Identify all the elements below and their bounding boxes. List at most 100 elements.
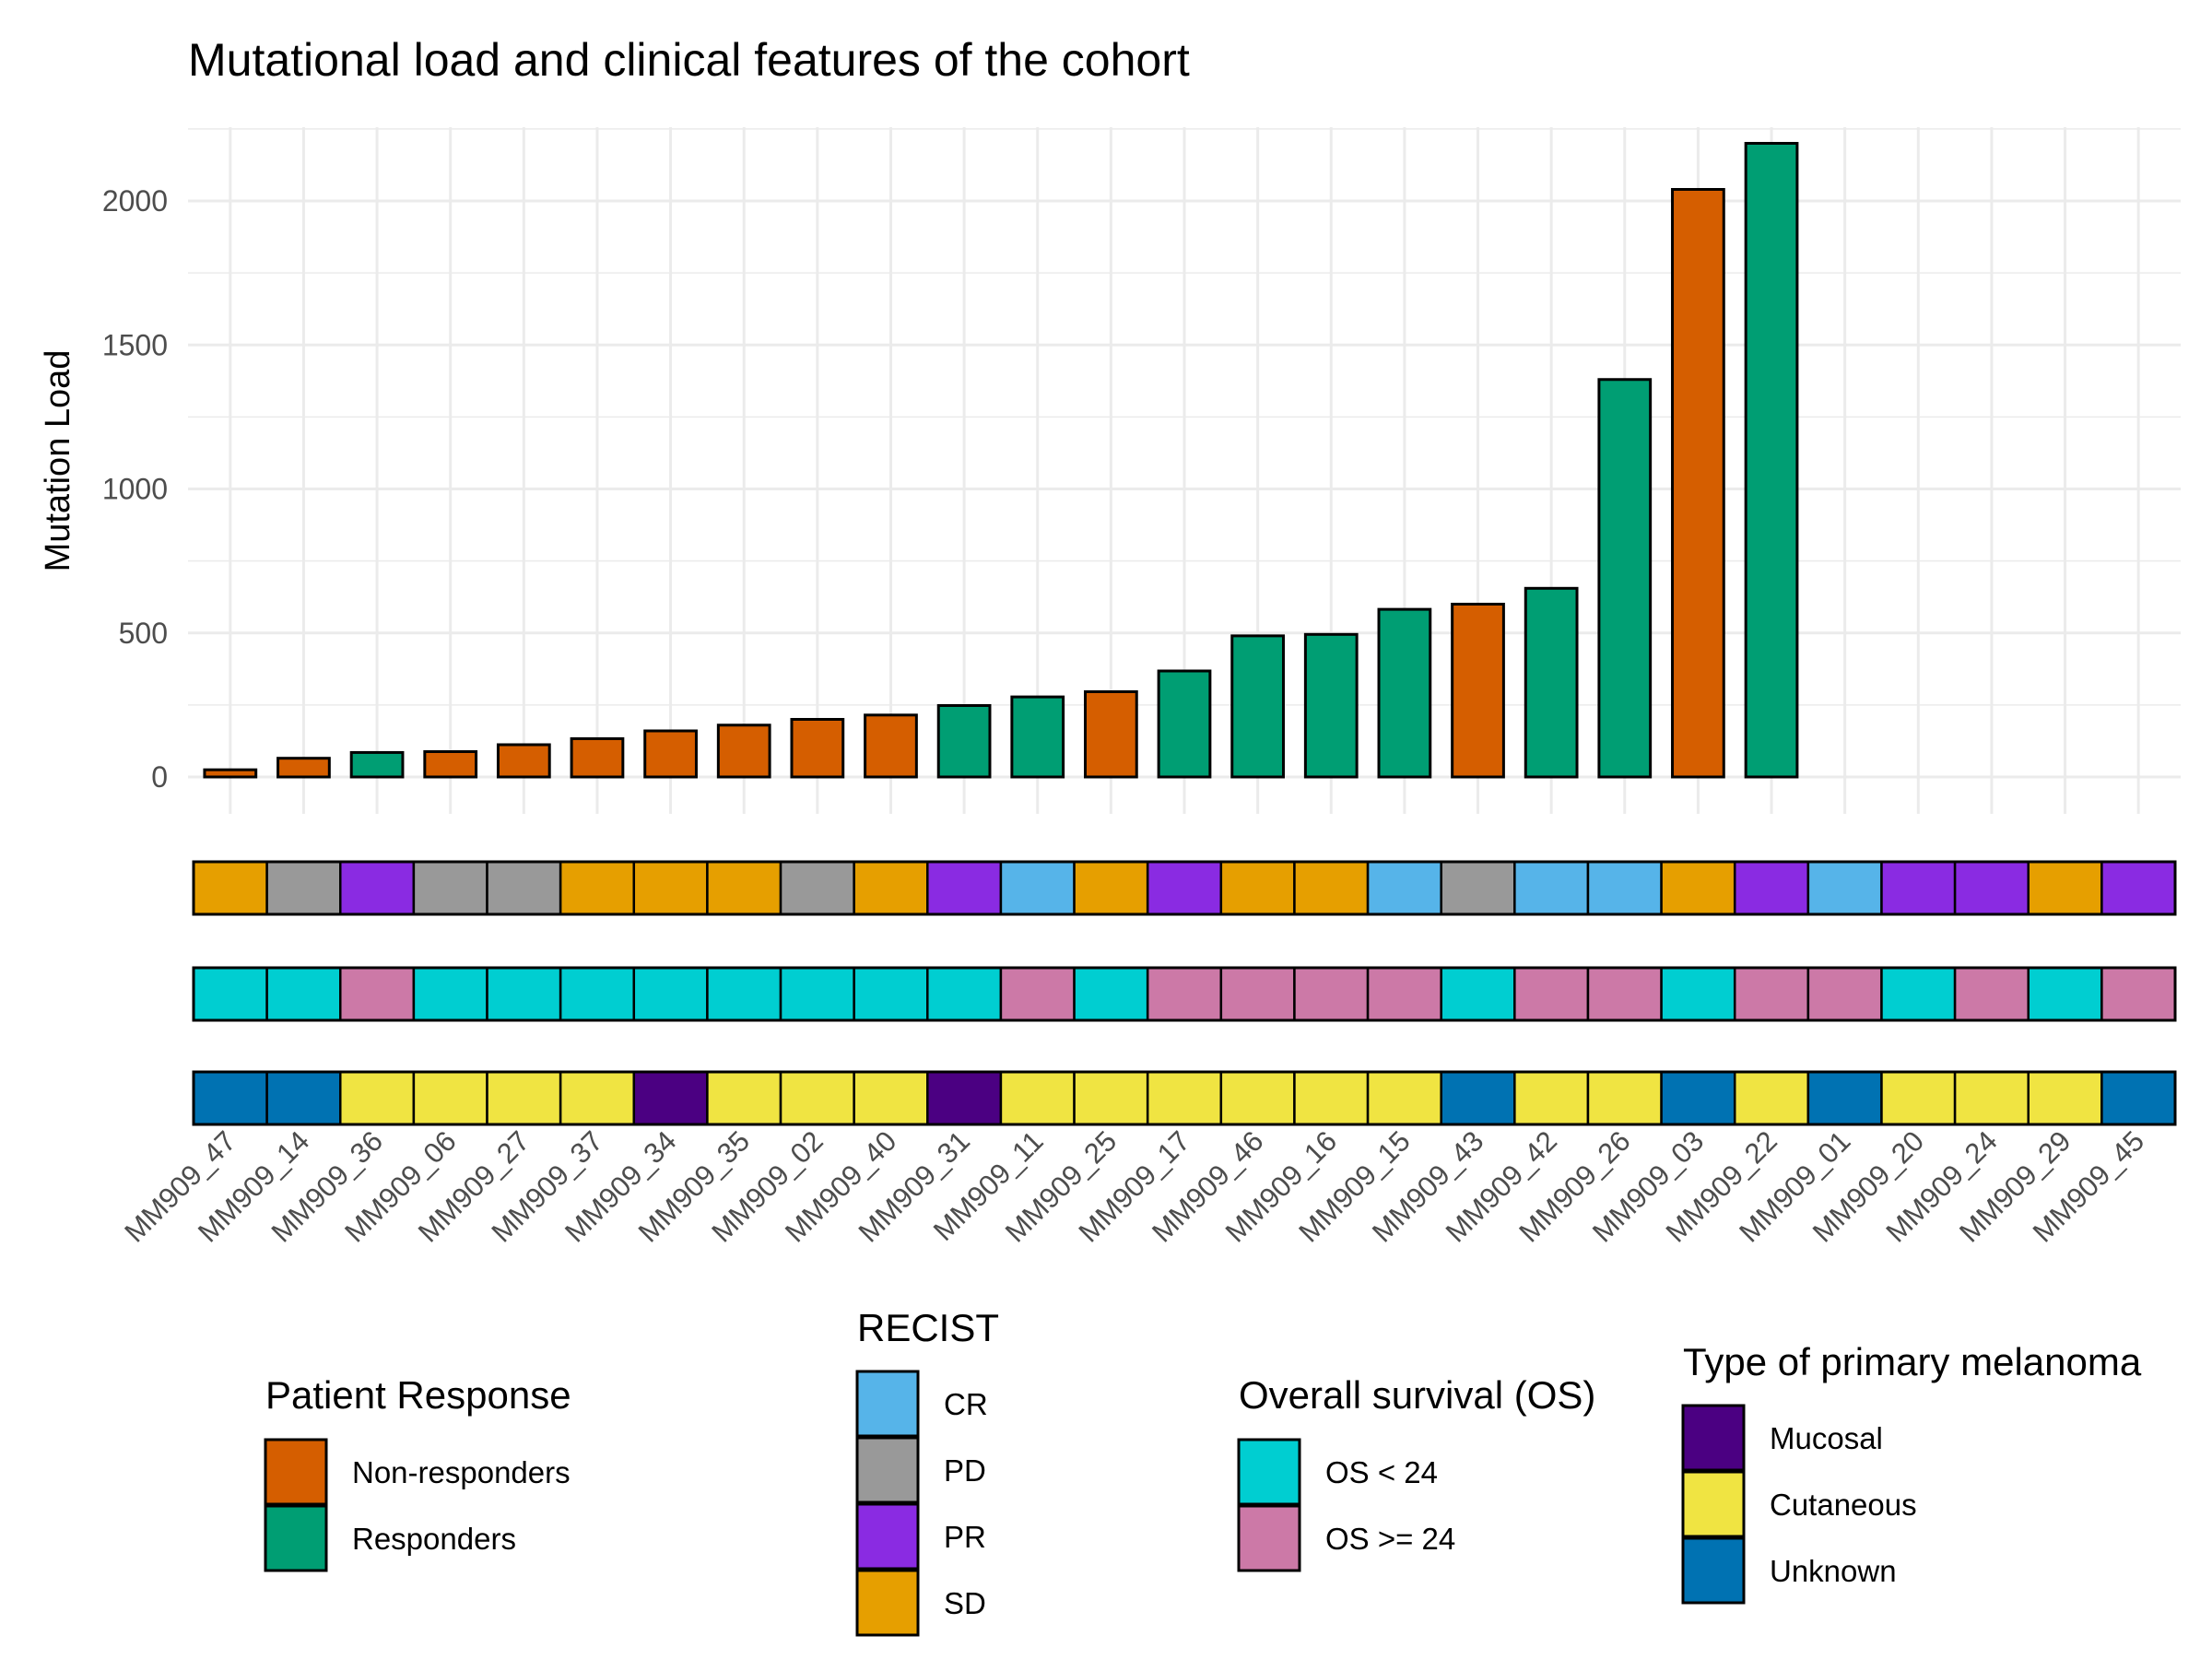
bar: [423, 750, 478, 779]
annotation-cell: [339, 860, 416, 916]
y-tick-label: 0: [151, 760, 168, 794]
annotation-cell: [926, 860, 1003, 916]
legend-key: [1681, 1404, 1746, 1472]
annotation-cell: [1073, 1070, 1149, 1126]
annotation-cell: [486, 1070, 562, 1126]
annotation-cell: [706, 860, 782, 916]
annotation-cell: [1366, 966, 1442, 1022]
y-axis-label: Mutation Load: [39, 350, 77, 572]
annotation-cell: [1440, 860, 1516, 916]
legend-label: Unknown: [1770, 1554, 1897, 1588]
annotation-cell: [1733, 1070, 1810, 1126]
annotation-cell: [1219, 860, 1296, 916]
annotation-cell: [1219, 1070, 1296, 1126]
annotation-cell: [1953, 1070, 2030, 1126]
legend-key: [1237, 1438, 1301, 1506]
annotation-cell: [706, 966, 782, 1022]
annotation-track: [192, 860, 2177, 916]
x-axis-tick-labels: MM909_47MM909_14MM909_36MM909_06MM909_27…: [118, 1124, 2150, 1248]
annotation-cell: [2027, 1070, 2103, 1126]
annotation-cell: [1293, 966, 1370, 1022]
annotation-cell: [853, 1070, 929, 1126]
annotation-cell: [1219, 966, 1296, 1022]
annotation-track: [192, 966, 2177, 1022]
annotation-track: [192, 1070, 2177, 1126]
legend-key: [855, 1370, 920, 1438]
annotation-cell: [192, 1070, 268, 1126]
annotation-cell: [412, 966, 488, 1022]
bar: [790, 718, 845, 779]
legend-key: [855, 1569, 920, 1637]
annotation-cell: [1880, 1070, 1957, 1126]
bar: [1157, 669, 1212, 779]
y-tick-label: 2000: [102, 184, 168, 218]
bar: [716, 724, 771, 779]
annotation-cell: [1733, 860, 1810, 916]
annotation-track-border: [192, 860, 2177, 916]
annotation-cell: [1073, 966, 1149, 1022]
annotation-cell: [1513, 1070, 1590, 1126]
y-axis-ticks: 0 500 1000 1500 2000: [102, 184, 168, 794]
annotation-cell: [412, 1070, 488, 1126]
bar: [1597, 378, 1653, 779]
legend-key: [1681, 1536, 1746, 1605]
annotation-cell: [559, 1070, 636, 1126]
bar: [1303, 632, 1359, 779]
bar: [643, 729, 698, 779]
legend: Overall survival (OS) OS < 24 OS >= 24: [1237, 1373, 1595, 1572]
legend-label: PD: [944, 1453, 986, 1488]
legend-label: OS < 24: [1325, 1455, 1438, 1489]
annotation-cell: [192, 966, 268, 1022]
annotation-cell: [1953, 966, 2030, 1022]
legend-title: RECIST: [857, 1306, 999, 1349]
chart-title: Mutational load and clinical features of…: [188, 34, 1190, 86]
annotation-cell: [1513, 966, 1590, 1022]
bar: [1084, 690, 1138, 779]
annotation-cell: [779, 860, 855, 916]
annotation-track-border: [192, 1070, 2177, 1126]
bar: [1671, 188, 1725, 779]
annotation-cell: [1806, 966, 1883, 1022]
annotation-cell: [632, 1070, 709, 1126]
annotation-track-border: [192, 966, 2177, 1022]
bar: [276, 757, 331, 779]
annotation-cell: [926, 966, 1003, 1022]
legend-key: [1681, 1470, 1746, 1538]
annotation-tracks: [192, 860, 2177, 1126]
y-tick-label: 1500: [102, 328, 168, 361]
bar: [1377, 607, 1432, 779]
annotation-cell: [1586, 1070, 1663, 1126]
bar: [349, 750, 405, 779]
bar: [1230, 634, 1286, 779]
annotation-cell: [1146, 860, 1223, 916]
annotation-cell: [1440, 966, 1516, 1022]
legend-label: OS >= 24: [1325, 1522, 1455, 1556]
bar: [1451, 603, 1505, 779]
annotation-cell: [999, 1070, 1076, 1126]
annotation-cell: [1806, 860, 1883, 916]
annotation-cell: [779, 1070, 855, 1126]
annotation-cell: [1953, 860, 2030, 916]
legend-title: Overall survival (OS): [1239, 1373, 1595, 1417]
annotation-cell: [926, 1070, 1003, 1126]
bar: [570, 736, 625, 779]
annotation-cell: [1586, 860, 1663, 916]
annotation-cell: [486, 966, 562, 1022]
annotation-cell: [1880, 966, 1957, 1022]
annotation-cell: [339, 966, 416, 1022]
legend-key: [264, 1504, 328, 1572]
annotation-cell: [999, 860, 1076, 916]
legend: Type of primary melanoma Mucosal Cutaneous…: [1681, 1340, 2142, 1605]
annotation-cell: [192, 860, 268, 916]
annotation-cell: [265, 1070, 342, 1126]
legend-label: Mucosal: [1770, 1421, 1883, 1455]
annotation-cell: [853, 966, 929, 1022]
legend-label: CR: [944, 1387, 988, 1421]
annotation-cell: [1660, 1070, 1736, 1126]
bar: [1010, 695, 1065, 779]
annotation-cell: [1806, 1070, 1883, 1126]
legend-key: [855, 1436, 920, 1504]
annotation-cell: [2027, 860, 2103, 916]
bars: [203, 142, 1799, 779]
